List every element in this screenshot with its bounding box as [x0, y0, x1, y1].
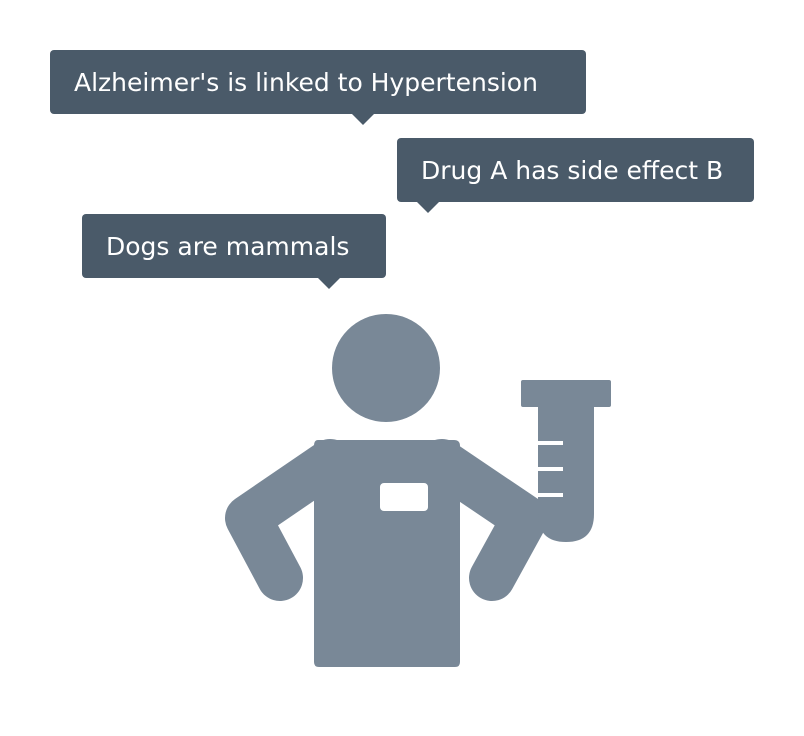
bubble-tail — [417, 202, 439, 213]
torso-shape — [314, 440, 460, 667]
bubble-text: Drug A has side effect B — [421, 155, 724, 185]
bubble-tail — [352, 114, 374, 125]
speech-bubble-dogs: Dogs are mammals — [82, 214, 386, 289]
left-arm-shape — [225, 439, 353, 601]
speech-bubble-alzheimers: Alzheimer's is linked to Hypertension — [50, 50, 586, 125]
speech-bubble-drug: Drug A has side effect B — [397, 138, 754, 213]
bubble-text: Alzheimer's is linked to Hypertension — [74, 67, 538, 97]
bubble-text: Dogs are mammals — [106, 231, 350, 261]
name-badge — [380, 483, 428, 511]
head-shape — [332, 314, 440, 422]
right-arm-shape — [419, 439, 548, 601]
test-tube-body — [538, 400, 594, 542]
bubble-tail — [318, 278, 340, 289]
